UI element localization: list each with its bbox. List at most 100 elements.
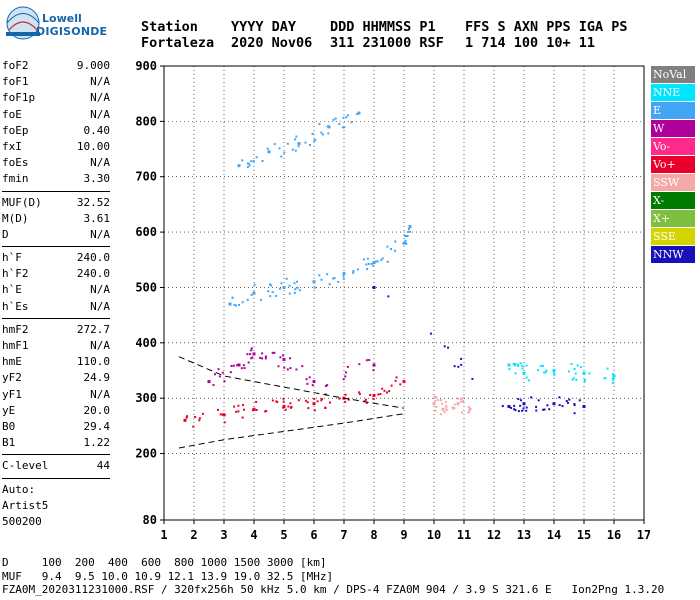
param-row: B1 1.22 <box>2 435 110 451</box>
trace-dot <box>253 283 256 286</box>
trace-dot <box>513 404 516 407</box>
trace-dot <box>381 387 384 390</box>
trace-dot <box>223 414 226 417</box>
param-row: C-level 44 <box>2 458 110 474</box>
trace-dot <box>221 413 224 416</box>
trace-dot <box>320 398 323 401</box>
trace-dot <box>332 118 335 121</box>
trace-dot <box>352 270 355 273</box>
param-row: fmin 3.30 <box>2 171 110 187</box>
trace-dot <box>280 282 283 285</box>
trace-dot <box>574 372 577 375</box>
trace-dot <box>408 230 411 233</box>
param-row: foF1p N/A <box>2 90 110 106</box>
trace-dot <box>456 403 459 406</box>
trace-dot <box>525 409 528 412</box>
x-tick-label: 1 <box>160 528 167 542</box>
trace-dot <box>508 368 511 371</box>
trace-dot <box>517 398 520 401</box>
trace-dot <box>289 357 292 360</box>
trace-dot <box>316 400 319 403</box>
trace-dot <box>201 412 204 415</box>
trace-dot <box>434 395 437 398</box>
data-point <box>522 402 526 406</box>
y-tick-label: 800 <box>135 114 157 128</box>
trace-dot <box>462 397 465 400</box>
trace-dot <box>558 404 561 407</box>
trace-dot <box>333 276 336 279</box>
y-tick-label: 700 <box>135 170 157 184</box>
trace-dot <box>260 298 263 301</box>
trace-dot <box>231 296 234 299</box>
trace-dot <box>313 397 316 400</box>
profile-curve <box>178 413 405 449</box>
trace-dot <box>457 397 460 400</box>
trace-dot <box>241 301 244 304</box>
trace-dot <box>320 131 323 134</box>
trace-dot <box>571 378 574 381</box>
trace-dot <box>521 409 524 412</box>
trace-dot <box>460 357 463 360</box>
trace-dot <box>435 396 438 399</box>
param-value: 44 <box>96 459 110 473</box>
trace-dot <box>365 263 368 266</box>
trace-dot <box>561 405 564 408</box>
param-name: C-level <box>2 459 49 473</box>
trace-dot <box>467 411 470 414</box>
trace-dot <box>337 280 340 283</box>
trace-dot <box>320 399 323 402</box>
trace-dot <box>548 408 551 411</box>
param-row: foEp 0.40 <box>2 123 110 139</box>
trace-dot <box>565 400 568 403</box>
trace-dot <box>273 143 276 146</box>
trace-dot <box>460 363 463 366</box>
param-value: N/A <box>90 283 110 297</box>
legend-item-x-: X- <box>651 192 695 209</box>
trace-dot <box>519 404 522 407</box>
trace-dot <box>273 351 276 354</box>
trace-dot <box>516 364 519 367</box>
trace-dot <box>539 365 542 368</box>
trace-dot <box>264 357 267 360</box>
trace-dot <box>318 274 321 277</box>
trace-dot <box>301 365 304 368</box>
param-row: h`F2 240.0 <box>2 266 110 282</box>
params-separator <box>2 317 110 319</box>
trace-dot <box>406 234 409 237</box>
data-point <box>372 393 376 397</box>
trace-dot <box>235 410 238 413</box>
trace-dot <box>269 295 272 298</box>
trace-dot <box>237 410 240 413</box>
trace-dot <box>275 400 278 403</box>
trace-dot <box>406 230 409 233</box>
legend-item-nne: NNE <box>651 84 695 101</box>
trace-dot <box>568 398 571 401</box>
x-tick-label: 5 <box>280 528 287 542</box>
param-value: 1.22 <box>83 436 111 450</box>
trace-dot <box>358 391 361 394</box>
param-row: MUF(D) 32.52 <box>2 195 110 211</box>
trace-dot <box>537 369 540 372</box>
trace-dot <box>578 399 581 402</box>
trace-dot <box>267 290 270 293</box>
trace-dot <box>453 407 456 410</box>
trace-dot <box>261 357 264 360</box>
trace-dot <box>373 261 376 264</box>
trace-dot <box>338 122 341 125</box>
trace-dot <box>246 353 249 356</box>
trace-dot <box>514 372 517 375</box>
trace-dot <box>453 403 456 406</box>
trace-dot <box>295 368 298 371</box>
trace-dot <box>451 406 454 409</box>
param-value: 3.30 <box>83 172 111 186</box>
trace-dot <box>395 376 398 379</box>
trace-dot <box>572 377 575 380</box>
trace-dot <box>521 367 524 370</box>
param-row: yF1 N/A <box>2 387 110 403</box>
trace-dot <box>307 407 310 410</box>
param-value: N/A <box>90 156 110 170</box>
x-tick-label: 10 <box>427 528 441 542</box>
footer: D 100 200 400 600 800 1000 1500 3000 [km… <box>2 556 664 597</box>
trace-dot <box>437 399 440 402</box>
trace-dot <box>365 401 368 404</box>
